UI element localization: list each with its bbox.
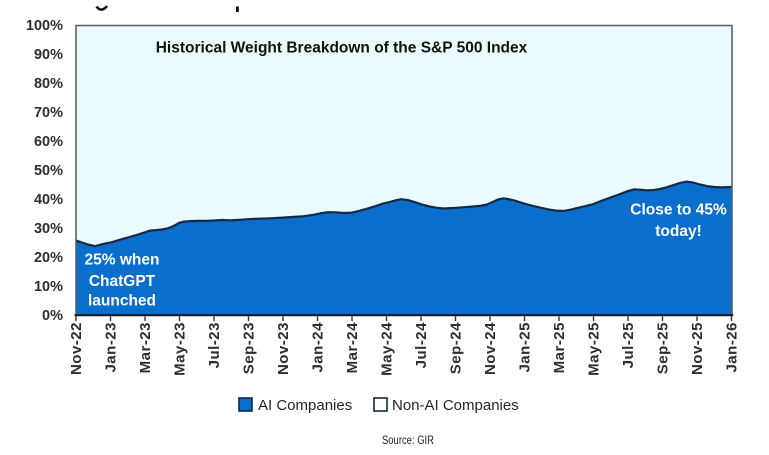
svg-text:Sep-25: Sep-25 [655, 322, 672, 374]
svg-text:Mar-23: Mar-23 [137, 322, 154, 373]
svg-text:May-25: May-25 [586, 322, 603, 376]
svg-text:50%: 50% [34, 163, 63, 179]
svg-text:Jul-24: Jul-24 [413, 322, 430, 369]
svg-text:Nov-25: Nov-25 [689, 322, 706, 375]
svg-text:Jan-25: Jan-25 [517, 322, 534, 373]
svg-text:Nov-24: Nov-24 [482, 322, 499, 375]
svg-text:AI Companies: AI Companies [258, 397, 352, 414]
svg-text:Jan-26: Jan-26 [724, 322, 741, 373]
svg-text:20%: 20% [34, 250, 63, 266]
svg-text:Jan-24: Jan-24 [310, 322, 327, 373]
svg-text:Mar-25: Mar-25 [551, 322, 568, 373]
svg-text:90%: 90% [34, 47, 63, 63]
svg-text:Jan-23: Jan-23 [103, 322, 120, 373]
svg-text:May-23: May-23 [172, 322, 189, 376]
svg-text:Close to 45%: Close to 45% [630, 202, 727, 219]
svg-text:Historical Weight Breakdown of: Historical Weight Breakdown of the S&P 5… [156, 40, 528, 57]
svg-text:0%: 0% [42, 308, 63, 324]
svg-text:25% when: 25% when [85, 252, 160, 269]
svg-text:60%: 60% [34, 134, 63, 150]
svg-text:launched: launched [88, 293, 156, 310]
svg-text:80%: 80% [34, 76, 63, 92]
svg-text:100%: 100% [26, 18, 63, 34]
svg-text:Sep-24: Sep-24 [448, 322, 465, 374]
svg-text:May-24: May-24 [379, 322, 396, 376]
svg-text:40%: 40% [34, 192, 63, 208]
svg-text:Mar-24: Mar-24 [344, 322, 361, 374]
svg-text:Sep-23: Sep-23 [241, 322, 258, 374]
svg-text:Jul-23: Jul-23 [206, 322, 223, 368]
svg-text:today!: today! [655, 223, 702, 240]
svg-text:70%: 70% [34, 105, 63, 121]
svg-text:Non-AI Companies: Non-AI Companies [392, 397, 519, 414]
svg-text:Source: GIR: Source: GIR [382, 435, 434, 447]
svg-text:Nov-22: Nov-22 [68, 322, 85, 375]
svg-text:10%: 10% [34, 279, 63, 295]
svg-text:ChatGPT: ChatGPT [89, 273, 156, 290]
svg-text:Jul-25: Jul-25 [620, 322, 637, 368]
svg-text:30%: 30% [34, 221, 63, 237]
svg-text:Nov-23: Nov-23 [275, 322, 292, 375]
